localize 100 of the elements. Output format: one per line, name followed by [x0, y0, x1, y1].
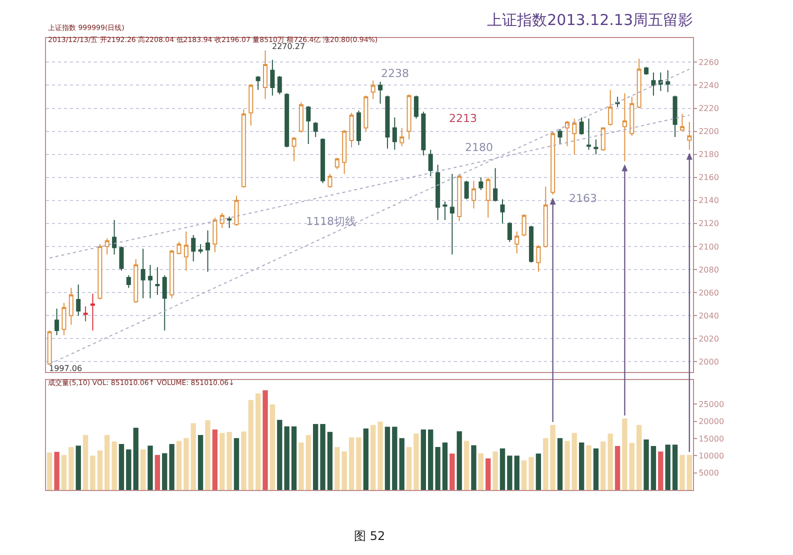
candlestick — [342, 130, 347, 174]
annotation: 2163 — [569, 192, 597, 205]
candlestick — [478, 176, 484, 191]
bar — [226, 432, 232, 490]
candlestick — [450, 173, 454, 256]
candlestick — [406, 94, 412, 140]
bar — [284, 426, 290, 490]
y-tick-label: 2260 — [698, 58, 719, 67]
y-tick-label: 2220 — [698, 104, 719, 114]
bar — [270, 404, 276, 490]
bar — [435, 447, 440, 490]
candlestick — [62, 302, 66, 336]
bar — [184, 438, 189, 490]
candlestick — [320, 138, 326, 184]
candlestick — [349, 112, 354, 148]
candlestick — [600, 127, 606, 152]
bar — [514, 456, 520, 490]
candlestick — [522, 214, 526, 237]
bar — [578, 442, 584, 490]
candlestick — [414, 95, 418, 120]
bar — [600, 442, 606, 490]
bar — [680, 454, 685, 490]
bar — [478, 453, 484, 490]
y-tick-label: 2140 — [698, 196, 719, 206]
candlestick — [284, 92, 290, 148]
candlestick — [277, 76, 282, 95]
y-tick-label: 2000 — [698, 357, 719, 366]
bar — [205, 420, 210, 490]
bar — [629, 442, 634, 490]
candlestick — [298, 102, 304, 133]
bar — [507, 456, 512, 490]
candlestick — [126, 274, 131, 288]
y-tick-label: 2120 — [698, 219, 719, 228]
bar — [190, 423, 196, 490]
bar — [550, 425, 556, 490]
bar — [665, 444, 670, 490]
candlestick — [313, 122, 318, 138]
y-tick-label: 15000 — [698, 434, 724, 444]
candlestick — [392, 116, 397, 150]
y-tick-label: 2080 — [698, 265, 719, 274]
bar — [148, 446, 153, 490]
y-tick-label: 2240 — [698, 81, 719, 90]
annotation: 2213 — [449, 112, 477, 125]
candlestick — [90, 293, 95, 332]
bar — [198, 435, 204, 490]
candlestick — [442, 201, 448, 220]
annotation: 2238 — [381, 67, 409, 80]
bar — [220, 432, 225, 490]
bar — [169, 444, 174, 490]
candlestick — [666, 70, 670, 93]
candlestick — [687, 122, 692, 150]
candlestick — [227, 216, 232, 229]
bar — [399, 438, 404, 490]
bar — [126, 449, 132, 490]
y-tick-label: 2020 — [698, 334, 719, 344]
y-tick-label: 2180 — [698, 150, 719, 160]
bar — [104, 435, 110, 490]
candlestick — [76, 284, 81, 316]
y-tick-label: 2200 — [698, 127, 719, 136]
candlestick — [486, 176, 490, 218]
bar — [420, 430, 426, 490]
candlestick — [162, 274, 167, 332]
candlestick — [658, 72, 663, 92]
y-tick-label: 2100 — [698, 242, 719, 252]
candlestick — [514, 230, 520, 254]
bar — [248, 400, 254, 490]
candlestick — [594, 138, 598, 155]
bar — [212, 430, 218, 490]
bar — [291, 426, 297, 490]
bar — [342, 452, 347, 490]
annotation: 2270.27 — [272, 42, 306, 51]
bar — [90, 456, 96, 490]
bar — [464, 440, 470, 490]
candlestick — [550, 130, 556, 196]
candlestick — [630, 96, 634, 136]
bar — [76, 446, 81, 490]
bar — [241, 432, 246, 490]
candlestick — [608, 89, 613, 126]
bar — [348, 437, 354, 490]
candlestick — [119, 246, 124, 272]
candlestick — [528, 225, 534, 264]
candlestick — [364, 95, 368, 132]
candlestick — [112, 219, 117, 256]
candlestick — [457, 173, 462, 222]
candlestick — [471, 180, 476, 209]
bar — [406, 447, 412, 490]
bar — [586, 445, 592, 490]
bar — [82, 435, 88, 490]
bar — [356, 437, 362, 490]
bar — [492, 452, 498, 490]
candlestick — [212, 217, 218, 253]
bar — [298, 442, 304, 490]
bar — [133, 428, 138, 490]
bar — [154, 454, 160, 490]
bar — [370, 425, 376, 490]
bar — [68, 447, 74, 490]
candlestick — [83, 306, 88, 322]
candlestick — [263, 50, 268, 100]
candlestick — [543, 186, 548, 248]
bar — [572, 432, 577, 490]
